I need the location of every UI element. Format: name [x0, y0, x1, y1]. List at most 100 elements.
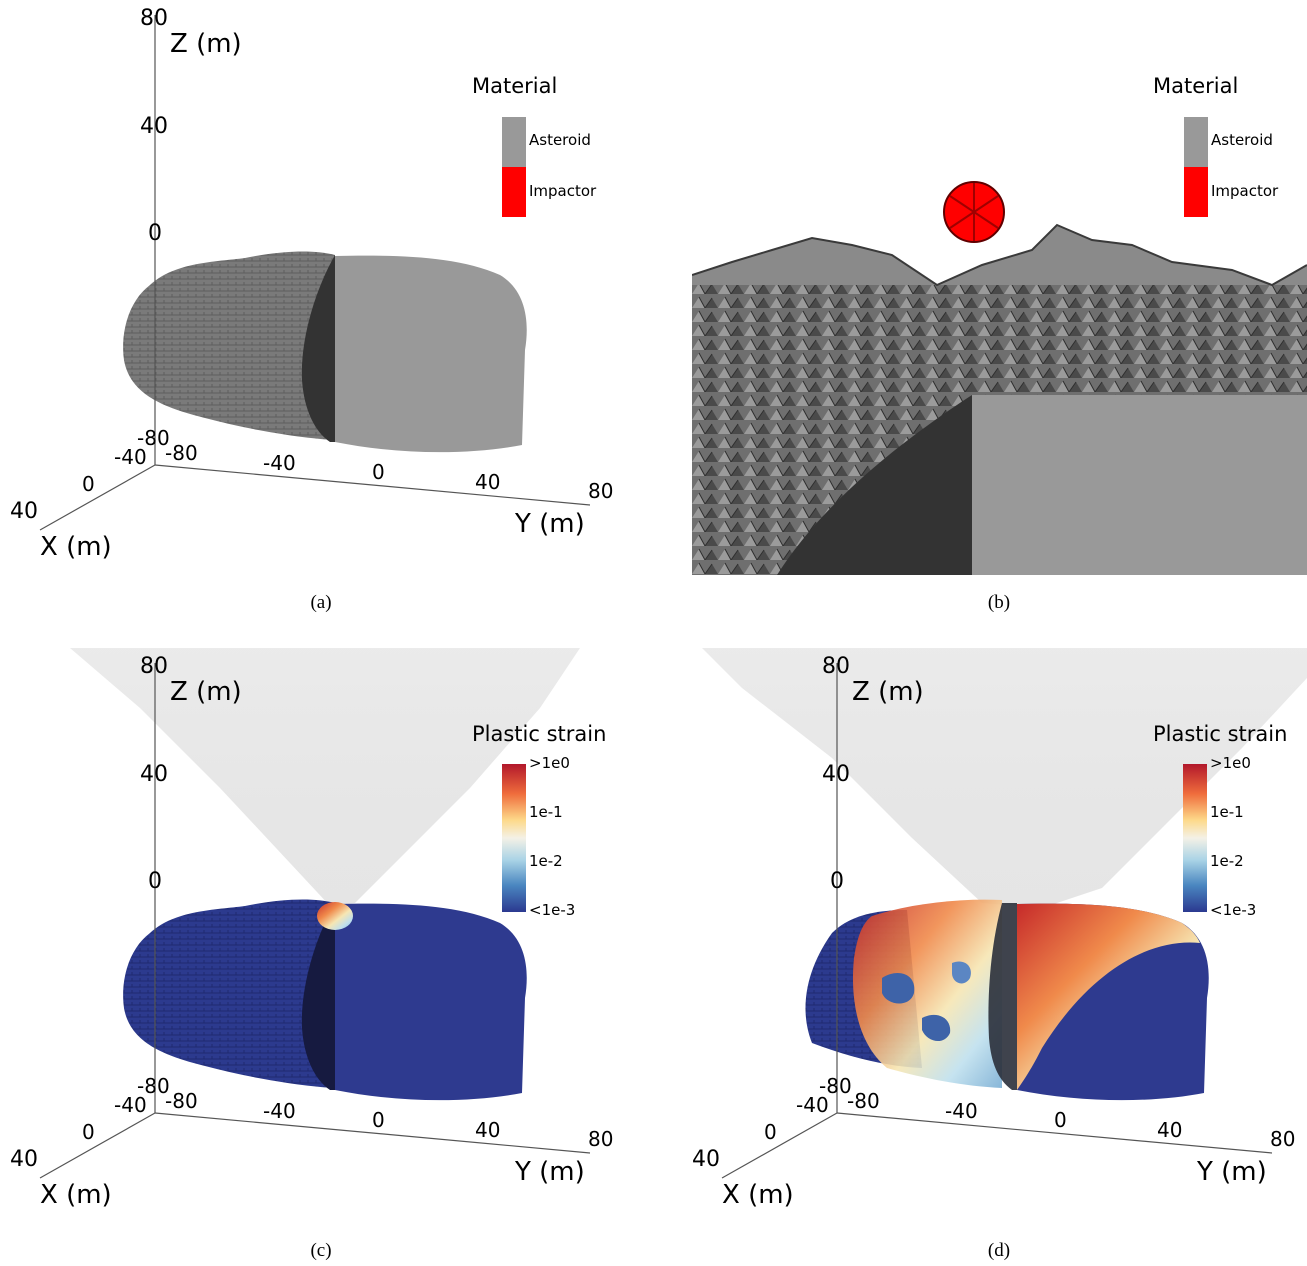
colorbar-label-1e-1: 1e-1 — [1210, 803, 1244, 821]
z-tick-0: 0 — [148, 869, 162, 894]
x-axis-label: X (m) — [40, 1180, 112, 1210]
colorbar-label-1e-2: 1e-2 — [1210, 852, 1244, 870]
damage-patch-1 — [882, 973, 915, 1004]
x-axis-label: X (m) — [40, 532, 112, 562]
asteroid-cut-edge — [301, 255, 335, 442]
axes-a-labels: 80 40 0 Z (m) -80 -40 0 40 X (m) -80 -40… — [10, 6, 613, 562]
y-axis-label: Y (m) — [514, 1157, 585, 1187]
z-tick-80: 80 — [140, 6, 168, 31]
legend-swatch-asteroid — [1184, 117, 1208, 167]
colorbar-label-max: >1e0 — [529, 754, 570, 772]
asteroid-cut-edge — [301, 903, 335, 1090]
damage-patch-2 — [922, 1014, 951, 1042]
x-tick-m40: -40 — [796, 1093, 829, 1117]
z-tick-40: 40 — [140, 114, 168, 139]
x-tick-0: 0 — [82, 1120, 95, 1144]
axes-c-labels: 80 40 0 Z (m) -80 -40 0 40 X (m) -80 -40… — [10, 654, 613, 1210]
z-axis-label: Z (m) — [170, 677, 242, 707]
y-tick-80: 80 — [1270, 1127, 1295, 1151]
colorbar-label-1e-1: 1e-1 — [529, 803, 563, 821]
caption-a: (a) — [310, 592, 332, 613]
axes-a — [39, 15, 591, 531]
x-tick-0: 0 — [82, 472, 95, 496]
y-tick-m40: -40 — [945, 1099, 978, 1123]
z-tick-0: 0 — [830, 869, 844, 894]
x-tick-m40: -40 — [114, 445, 147, 469]
legend-title: Plastic strain — [1153, 722, 1288, 746]
y-tick-80: 80 — [588, 1127, 613, 1151]
y-tick-m40: -40 — [263, 451, 296, 475]
x-tick-m80: -80 — [137, 426, 170, 450]
legend-label-impactor: Impactor — [1211, 182, 1279, 200]
z-axis-label: Z (m) — [852, 677, 924, 707]
colorbar — [502, 764, 526, 912]
caption-c: (c) — [310, 1240, 332, 1261]
asteroid-surface — [123, 899, 335, 1088]
panel-c: 80 40 0 Z (m) -80 -40 0 40 X (m) -80 -40… — [0, 648, 650, 1228]
crater-strain — [317, 902, 353, 930]
legend-label-asteroid: Asteroid — [1211, 131, 1273, 149]
terrain-horizon — [692, 223, 1307, 287]
ejecta-plume — [70, 648, 580, 906]
legend-label-impactor: Impactor — [529, 182, 597, 200]
axes-d-labels: 80 40 0 Z (m) -80 -40 0 40 X (m) -80 -40… — [692, 654, 1295, 1210]
x-tick-0: 0 — [764, 1120, 777, 1144]
z-tick-0: 0 — [148, 221, 162, 246]
x-tick-40: 40 — [10, 1147, 38, 1172]
y-tick-m80: -80 — [847, 1089, 880, 1113]
impactor — [943, 181, 1005, 243]
cut-face-dark — [777, 395, 972, 575]
y-tick-40: 40 — [475, 470, 500, 494]
damage-patch-3 — [952, 961, 971, 984]
y-tick-0: 0 — [372, 460, 385, 484]
asteroid-cut-face — [335, 255, 527, 453]
y-tick-m40: -40 — [263, 1099, 296, 1123]
axes-d — [721, 663, 1273, 1179]
panel-d: 80 40 0 Z (m) -80 -40 0 40 X (m) -80 -40… — [682, 648, 1307, 1228]
legend-label-asteroid: Asteroid — [529, 131, 591, 149]
z-axis-label: Z (m) — [170, 29, 242, 59]
y-tick-80: 80 — [588, 479, 613, 503]
ejecta-plume — [702, 648, 1307, 908]
y-tick-m80: -80 — [165, 441, 198, 465]
panel-b: Material Asteroid Impactor — [692, 0, 1307, 575]
y-tick-0: 0 — [1054, 1108, 1067, 1132]
cut-face-light — [972, 395, 1307, 575]
asteroid-surface — [123, 251, 335, 440]
legend-swatch-asteroid — [502, 117, 526, 167]
y-axis-label: Y (m) — [1196, 1157, 1267, 1187]
caption-b: (b) — [987, 592, 1011, 613]
y-tick-0: 0 — [372, 1108, 385, 1132]
legend-title: Material — [1153, 74, 1239, 98]
asteroid-cut-edge — [988, 903, 1017, 1090]
caption-d: (d) — [987, 1240, 1011, 1261]
y-tick-40: 40 — [475, 1118, 500, 1142]
panel-a: 80 40 0 Z (m) -80 -40 0 40 X (m) -80 -40… — [0, 0, 650, 580]
z-tick-40: 40 — [140, 762, 168, 787]
z-tick-80: 80 — [140, 654, 168, 679]
x-axis-label: X (m) — [722, 1180, 794, 1210]
colorbar-label-max: >1e0 — [1210, 754, 1251, 772]
axes-c — [39, 663, 591, 1179]
x-tick-m80: -80 — [819, 1074, 852, 1098]
colorbar-label-min: <1e-3 — [1210, 901, 1257, 919]
z-tick-80: 80 — [822, 654, 850, 679]
y-tick-40: 40 — [1157, 1118, 1182, 1142]
panel-c-drawing — [39, 648, 591, 1179]
asteroid-cut-face — [335, 903, 527, 1101]
colorbar-label-min: <1e-3 — [529, 901, 576, 919]
legend-swatch-impactor — [1184, 167, 1208, 217]
cut-face-strain — [1017, 903, 1200, 1090]
x-tick-40: 40 — [10, 499, 38, 524]
asteroid-damaged-surface — [852, 899, 1002, 1088]
x-tick-m40: -40 — [114, 1093, 147, 1117]
panel-d-drawing — [702, 648, 1307, 1179]
y-axis-label: Y (m) — [514, 509, 585, 539]
legend-swatch-impactor — [502, 167, 526, 217]
legend-title: Material — [472, 74, 558, 98]
x-tick-m80: -80 — [137, 1074, 170, 1098]
panel-a-drawing — [39, 15, 591, 531]
z-tick-40: 40 — [822, 762, 850, 787]
panel-b-drawing — [692, 181, 1307, 575]
x-tick-40: 40 — [692, 1147, 720, 1172]
